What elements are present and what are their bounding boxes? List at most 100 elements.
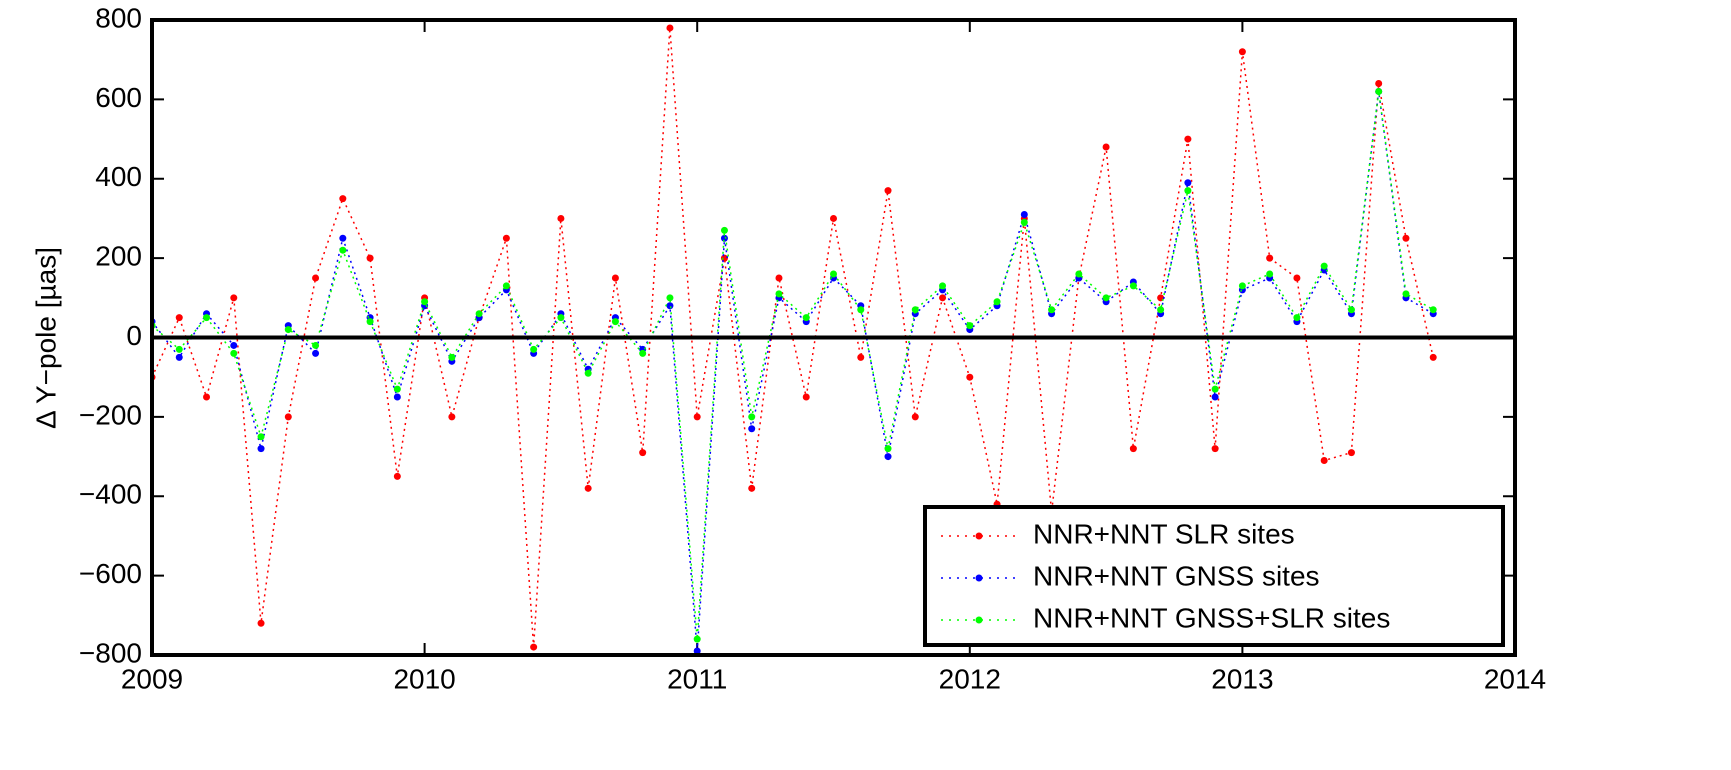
y-tick-label: −200 [79,399,142,430]
data-point [339,234,347,242]
x-tick-label: 2009 [121,663,183,694]
data-point [1048,306,1056,314]
data-point [1129,282,1137,290]
y-tick-label: 0 [126,320,142,351]
data-point [1020,218,1028,226]
data-point [557,214,565,222]
data-point [611,318,619,326]
data-point [339,195,347,203]
data-point [802,393,810,401]
data-point [284,413,292,421]
legend-label: NNR+NNT SLR sites [1033,518,1295,549]
legend-label: NNR+NNT GNSS+SLR sites [1033,602,1390,633]
data-point [748,484,756,492]
data-point [993,298,1001,306]
data-point [966,322,974,330]
data-point [830,270,837,278]
y-tick-label: −400 [79,479,142,510]
y-tick-label: 800 [95,2,142,33]
data-point [666,24,674,32]
data-point [1020,210,1028,218]
data-point [230,294,238,302]
data-point [911,306,919,314]
data-point [257,433,265,441]
data-point [366,254,374,262]
data-point [666,302,674,310]
data-point [1293,314,1301,322]
data-point [1184,135,1192,143]
series-line [152,91,1434,640]
legend-box [923,505,1505,647]
data-point [312,274,320,282]
data-point [230,349,238,357]
data-point [502,234,510,242]
data-point [257,619,265,627]
data-point [448,413,456,421]
data-point [720,226,728,234]
data-point [1375,80,1383,87]
data-point [475,310,483,318]
data-point [1293,274,1301,282]
data-point [1184,179,1192,187]
legend-marker [975,574,983,582]
data-point [257,445,265,453]
data-point [284,326,292,334]
data-point [1402,234,1410,242]
data-point [1211,445,1219,453]
data-point [830,214,837,222]
data-point [720,254,728,262]
data-point [1429,353,1437,361]
y-axis-label: Δ Y−pole [µas] [30,247,61,429]
data-point [639,449,647,457]
data-point [611,274,619,282]
data-point [1075,270,1083,278]
legend-marker [975,616,983,624]
data-point [966,373,974,381]
data-point [693,647,701,655]
data-point [884,453,892,461]
data-point [175,314,183,322]
data-point [1375,87,1383,95]
data-point [1266,254,1274,262]
data-point [639,349,647,357]
data-point [1184,187,1192,195]
data-point [693,635,701,643]
plot-frame [150,18,1517,657]
y-tick-label: −800 [79,637,142,668]
data-point [1211,385,1219,393]
data-point [1129,445,1137,453]
data-point [530,643,538,651]
data-point [203,314,211,322]
data-point [939,294,947,302]
data-point [1102,143,1110,151]
plot-area [152,24,1437,655]
x-tick-label: 2011 [667,663,727,694]
data-point [939,282,947,290]
data-point [666,294,674,302]
data-point [312,341,320,349]
legend-marker [975,532,983,540]
data-point [530,345,538,353]
data-point [557,314,565,322]
data-point [1347,449,1355,457]
data-point [884,445,892,453]
data-point [720,234,728,242]
data-point [857,306,865,314]
data-point [393,393,401,401]
data-point [1238,48,1246,56]
x-tick-label: 2010 [393,663,455,694]
data-point [1320,457,1328,465]
data-point [911,413,919,421]
data-point [775,290,783,298]
data-point [366,318,374,326]
data-point [1211,393,1219,401]
data-point [748,413,756,421]
data-point [748,425,756,433]
data-point [175,345,183,353]
y-tick-label: 400 [95,161,142,192]
data-point [312,349,320,357]
data-point [884,187,892,195]
y-tick-label: −600 [79,558,142,589]
